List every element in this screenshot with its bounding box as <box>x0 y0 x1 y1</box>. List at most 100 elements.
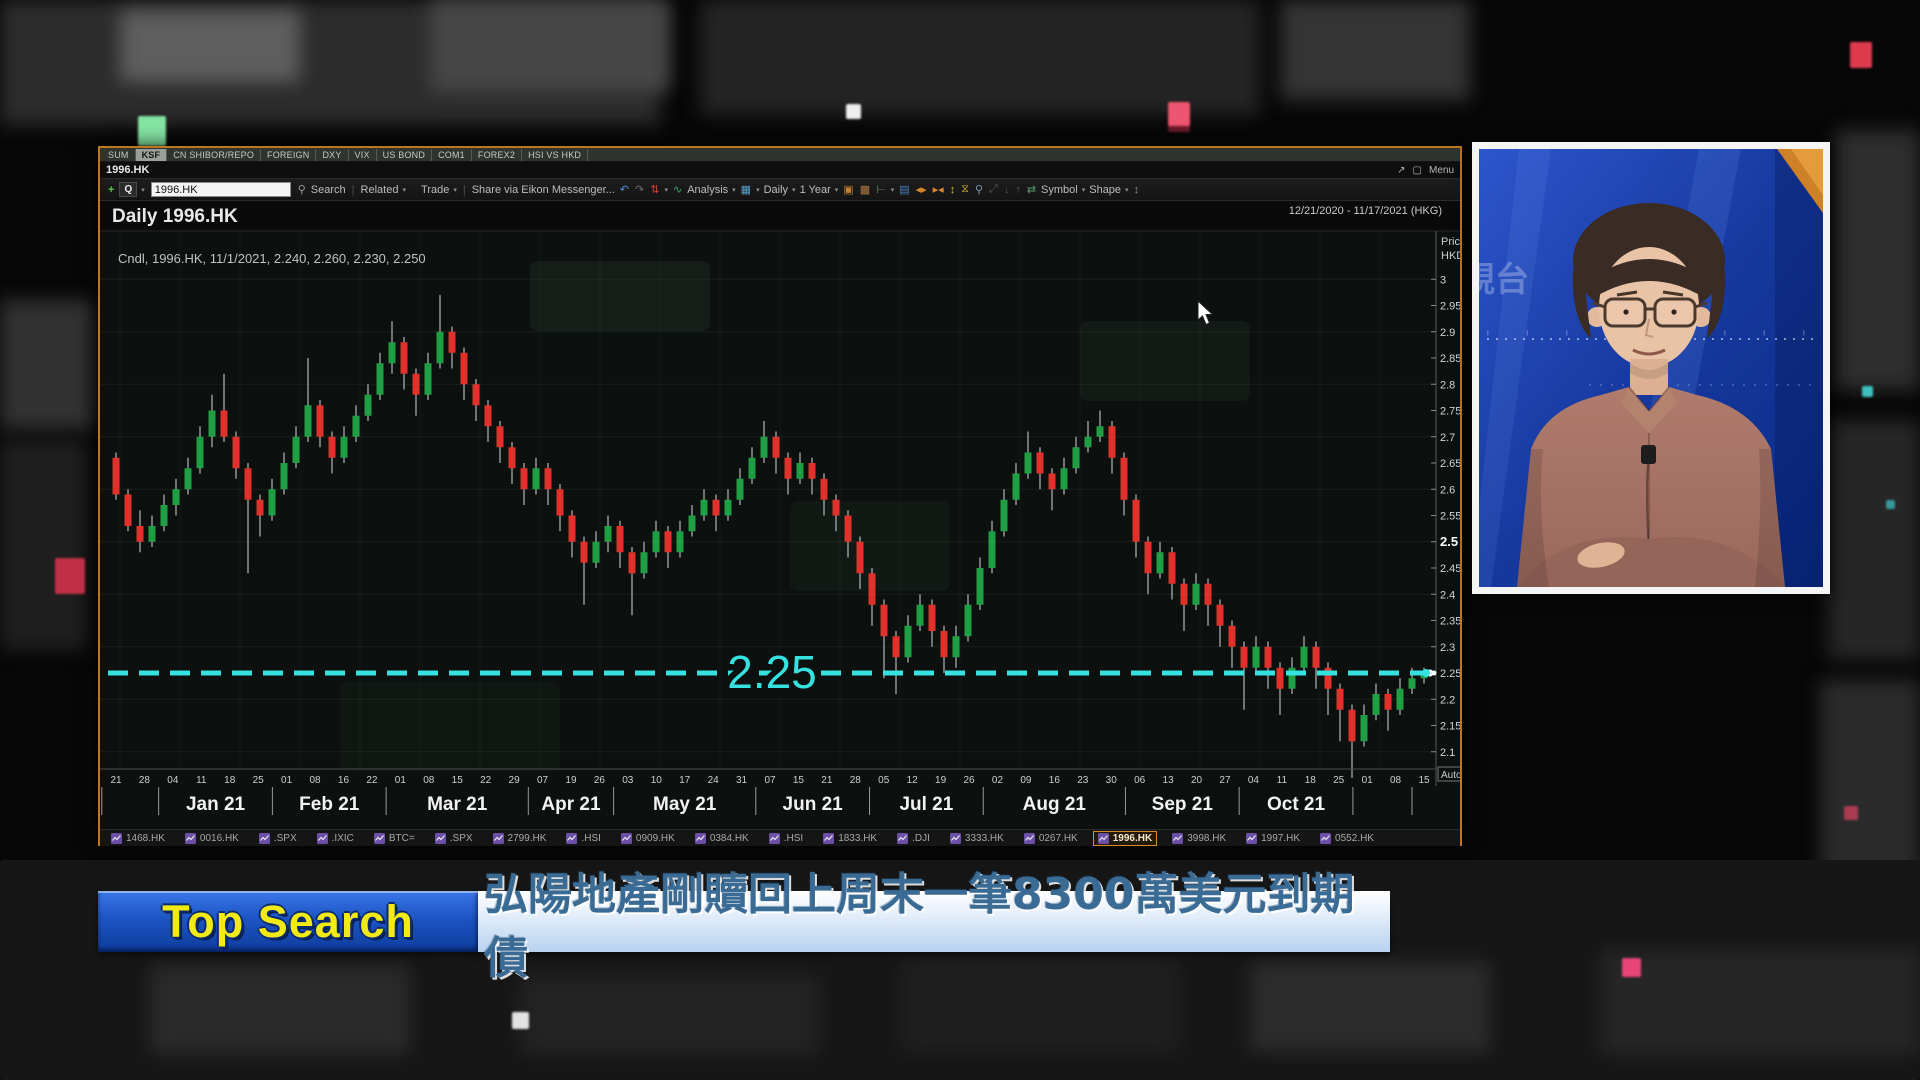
updown-icon[interactable]: ↕ <box>1133 183 1140 196</box>
ticker-item-hsi[interactable]: .HSI <box>764 831 808 846</box>
ticker-item-0909hk[interactable]: 0909.HK <box>616 831 680 846</box>
price-tick-2.9: 2.9 <box>1440 327 1455 339</box>
day-tick: 05 <box>878 775 890 786</box>
bokeh-cube-red-top <box>1850 42 1872 68</box>
fullscreen-icon[interactable]: ⤢ <box>989 183 998 195</box>
candlestick-series <box>112 295 1428 778</box>
banner-headline-box: 弘陽地產剛贖回上周末一筆8300萬美元到期債 <box>478 869 1390 984</box>
arrow-up-icon[interactable]: ↑ <box>1015 183 1021 196</box>
workspace-tab-com1[interactable]: COM1 <box>432 148 472 161</box>
ticker-item-0016hk[interactable]: 0016.HK <box>180 831 244 846</box>
arrow-down-icon[interactable]: ↓ <box>1003 183 1010 196</box>
shirt <box>1517 387 1785 587</box>
day-tick: 09 <box>1020 775 1032 786</box>
presenter-video-inset: 視台 <box>1472 142 1830 594</box>
share-button[interactable]: Share via Eikon Messenger... <box>471 183 615 196</box>
ticker-item-2799hk[interactable]: 2799.HK <box>488 831 552 846</box>
ticker-item-3333hk[interactable]: 3333.HK <box>945 831 1009 846</box>
symbol-input[interactable] <box>150 182 291 197</box>
axis-auto-label[interactable]: Auto <box>1441 770 1462 781</box>
day-tick: 15 <box>452 775 464 786</box>
compress-horizontal-icon[interactable]: ▸◂ <box>932 184 944 196</box>
workspace-tab-bar: SUM KSF CN SHIBOR/REPO FOREIGN DXY VIX US BOND… <box>100 148 1460 162</box>
quote-dropdown-icon[interactable]: ▾ <box>141 186 145 194</box>
ticker-item-1996hk[interactable]: 1996.HK <box>1092 830 1158 846</box>
add-icon[interactable]: + <box>108 183 115 196</box>
bokeh-cube-pink <box>1168 102 1190 126</box>
ticker-item-spx[interactable]: .SPX <box>254 831 302 846</box>
eikon-chart-window: SUM KSF CN SHIBOR/REPO FOREIGN DXY VIX US BOND… <box>98 146 1466 846</box>
mini-chart-icon <box>768 832 780 844</box>
day-tick: 03 <box>622 775 634 786</box>
menu-button[interactable]: Menu <box>1428 164 1454 176</box>
zoom-icon[interactable]: ⚲ <box>974 184 983 196</box>
symbol-menu-button[interactable]: Symbol <box>1041 183 1078 196</box>
chart-title-bar: 1996.HK ↗ ▢ Menu <box>100 162 1460 179</box>
analysis-button[interactable]: Analysis <box>687 183 729 196</box>
chart-canvas[interactable]: Daily 1996.HK 12/21/2020 - 11/17/2021 (HK… <box>100 201 1466 829</box>
day-tick: 29 <box>509 775 521 786</box>
workspace-tab-sum[interactable]: SUM <box>102 148 136 161</box>
workspace-tab-us-bond[interactable]: US BOND <box>377 148 433 161</box>
calendar-icon[interactable]: ▤ <box>899 184 910 196</box>
search-button[interactable]: Search <box>310 183 346 196</box>
day-tick: 10 <box>651 775 663 786</box>
watchlist-ticker: 1468.HK 0016.HK .SPX .IXIC BTC= .SPX 2799.HK .H… <box>100 829 1460 846</box>
search-icon[interactable]: ⚲ <box>297 184 306 196</box>
workspace-tab-vix[interactable]: VIX <box>349 148 377 161</box>
day-tick: 21 <box>110 775 122 786</box>
bokeh-cube-green <box>138 116 166 146</box>
workspace-tab-dxy[interactable]: DXY <box>316 148 349 161</box>
price-tick-2.2: 2.2 <box>1440 694 1455 706</box>
popout-icon[interactable]: ↗ <box>1397 164 1406 176</box>
layout-icon[interactable]: ▦ <box>740 184 752 196</box>
ticker-item-1468hk[interactable]: 1468.HK <box>106 831 170 846</box>
ticker-item-hsi[interactable]: .HSI <box>561 831 605 846</box>
workspace-tab-forex2[interactable]: FOREX2 <box>472 148 523 161</box>
day-tick: 25 <box>1333 775 1345 786</box>
price-tick-2.85: 2.85 <box>1440 353 1460 365</box>
ticker-item-spx[interactable]: .SPX <box>430 831 478 846</box>
ticker-item-btc[interactable]: BTC= <box>369 831 420 846</box>
ticker-item-3998hk[interactable]: 3998.HK <box>1167 831 1231 846</box>
crosshair-icon[interactable]: ⊢ <box>876 184 886 196</box>
ticker-item-1997hk[interactable]: 1997.HK <box>1241 831 1305 846</box>
expand-vertical-icon[interactable]: ↕ <box>949 183 956 196</box>
month-label-aug-21: Aug 21 <box>1023 794 1087 815</box>
bokeh-cube-white <box>846 104 861 119</box>
mini-chart-icon <box>184 832 196 844</box>
ticker-item-0552hk[interactable]: 0552.HK <box>1315 831 1379 846</box>
ticker-item-0267hk[interactable]: 0267.HK <box>1019 831 1083 846</box>
ticker-item-ixic[interactable]: .IXIC <box>312 831 359 846</box>
shape-menu-button[interactable]: Shape <box>1089 183 1122 196</box>
workspace-tab-ksf[interactable]: KSF <box>135 148 168 161</box>
redo-icon[interactable]: ↷ <box>635 184 645 196</box>
trade-button[interactable]: Trade <box>421 183 450 196</box>
day-tick: 04 <box>1248 775 1260 786</box>
quote-button[interactable]: Q <box>119 182 138 197</box>
workspace-tab-foreign[interactable]: FOREIGN <box>261 148 317 161</box>
month-label-may-21: May 21 <box>653 794 717 815</box>
price-chart-svg[interactable]: Daily 1996.HK 12/21/2020 - 11/17/2021 (HK… <box>100 201 1466 829</box>
undo-icon[interactable]: ↶ <box>619 184 630 196</box>
bokeh-cube-cyan1 <box>1862 386 1873 397</box>
ticker-item-1833hk[interactable]: 1833.HK <box>818 831 882 846</box>
mini-chart-icon <box>1023 832 1035 844</box>
price-tick-2.8: 2.8 <box>1440 379 1455 391</box>
ticker-item-dji[interactable]: .DJI <box>892 831 935 846</box>
day-tick: 15 <box>793 775 805 786</box>
window-icon[interactable]: ▢ <box>1412 164 1422 176</box>
hourglass-icon[interactable]: ⧖ <box>961 183 969 195</box>
ticker-item-0384hk[interactable]: 0384.HK <box>690 831 754 846</box>
mini-chart-icon <box>620 832 632 844</box>
chart-style2-icon[interactable]: ▩ <box>859 184 871 196</box>
related-button[interactable]: Related <box>360 183 399 196</box>
compare-icon[interactable]: ⇅ <box>650 184 660 196</box>
workspace-tab-cn-shibor-repo[interactable]: CN SHIBOR/REPO <box>167 148 262 161</box>
workspace-tab-hsi-vs-hkd[interactable]: HSI VS HKD <box>522 148 589 161</box>
chart-style-icon[interactable]: ▣ <box>843 184 854 196</box>
range-button[interactable]: 1 Year <box>799 183 831 196</box>
interval-button[interactable]: Daily <box>763 183 789 196</box>
expand-horizontal-icon[interactable]: ◂▸ <box>915 184 927 196</box>
link-icon[interactable]: ⇄ <box>1026 184 1037 196</box>
